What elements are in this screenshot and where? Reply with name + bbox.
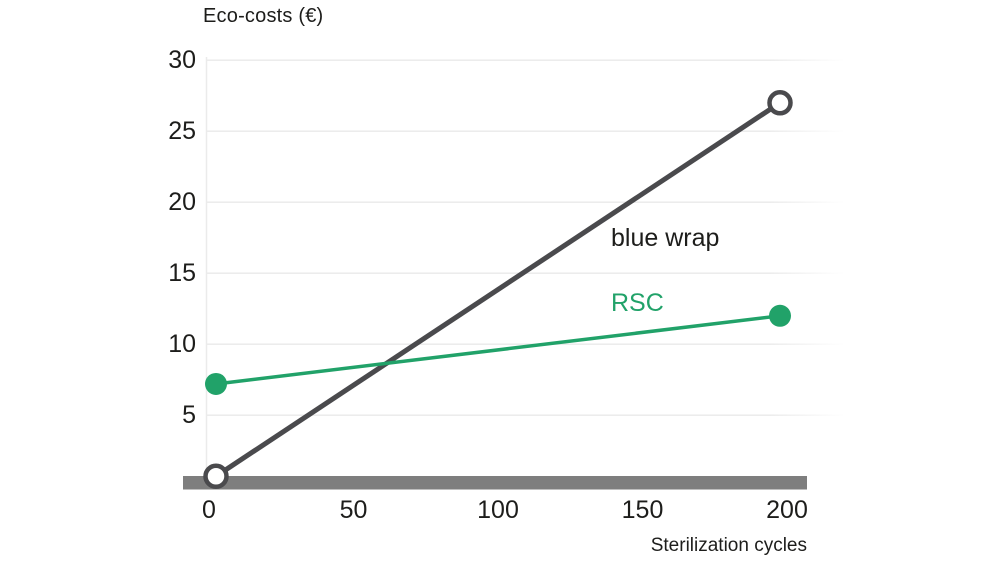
filled-circle-marker-rsc-0 (205, 372, 227, 395)
y-tick-label-10: 10 (168, 330, 196, 359)
x-tick-label-150: 150 (621, 496, 664, 524)
series-line-rsc (215, 314, 781, 386)
gridline-y-5 (206, 414, 845, 416)
x-axis-title: Sterilization cycles (650, 535, 807, 556)
gridline-y-30 (206, 59, 845, 61)
filled-circle-marker-rsc-1 (769, 304, 791, 327)
y-tick-label-20: 20 (168, 188, 196, 217)
y-tick-label-30: 30 (168, 46, 196, 75)
open-circle-marker-blue-wrap-1 (767, 90, 793, 116)
x-tick-label-100: 100 (477, 496, 519, 524)
series-label-rsc: RSC (611, 289, 664, 317)
gridline-y-10 (206, 343, 845, 345)
series-label-blue-wrap: blue wrap (611, 224, 720, 252)
y-tick-label-25: 25 (168, 117, 196, 146)
gridline-y-20 (206, 201, 845, 203)
x-axis-bar (183, 476, 807, 490)
x-tick-label-50: 50 (339, 496, 368, 524)
gridline-y-25 (206, 130, 845, 132)
series-line-blue-wrap (214, 100, 782, 479)
open-circle-marker-blue-wrap-0 (203, 463, 229, 490)
y-axis-title: Eco-costs (€) (203, 5, 324, 27)
y-tick-label-5: 5 (182, 401, 196, 430)
y-tick-label-15: 15 (168, 259, 196, 288)
x-tick-label-200: 200 (766, 496, 808, 524)
x-tick-label-0: 0 (202, 496, 216, 524)
